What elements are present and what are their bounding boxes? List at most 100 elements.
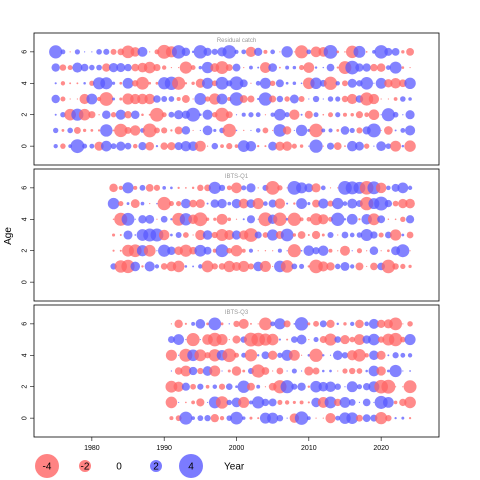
residual-bubble bbox=[312, 367, 320, 375]
residual-bubble bbox=[53, 127, 59, 134]
residual-bubble bbox=[409, 250, 411, 252]
residual-bubble bbox=[222, 45, 237, 59]
residual-bubble bbox=[142, 123, 157, 138]
residual-bubble bbox=[339, 245, 350, 256]
residual-bubble bbox=[336, 50, 340, 54]
residual-bubble bbox=[220, 322, 224, 326]
residual-bubble bbox=[384, 79, 393, 88]
residual-bubble bbox=[307, 322, 311, 326]
residual-bubble bbox=[162, 65, 167, 70]
residual-bubble bbox=[102, 63, 111, 72]
residual-bubble bbox=[122, 182, 134, 194]
residual-bubble bbox=[195, 319, 206, 329]
residual-bubble bbox=[355, 262, 364, 271]
residual-bubble bbox=[145, 184, 154, 192]
residual-bubble bbox=[67, 127, 73, 134]
x-tick-label: 2000 bbox=[229, 445, 245, 452]
residual-bubble bbox=[172, 260, 185, 273]
residual-bubble bbox=[118, 200, 124, 207]
residual-bubble bbox=[400, 128, 406, 133]
residual-bubble bbox=[310, 380, 322, 393]
residual-bubble bbox=[137, 46, 148, 57]
residual-bubble bbox=[313, 337, 319, 343]
residual-bubble bbox=[160, 215, 168, 223]
residual-bubble bbox=[203, 47, 212, 56]
residual-bubble bbox=[215, 107, 229, 122]
residual-bubble bbox=[174, 126, 183, 135]
panel-frame bbox=[33, 32, 440, 166]
y-tick-label: 0 bbox=[22, 280, 29, 284]
residual-bubble bbox=[291, 383, 298, 390]
residual-bubble bbox=[248, 248, 254, 253]
residual-bubble bbox=[133, 185, 138, 190]
residual-bubble bbox=[241, 416, 246, 420]
residual-bubble bbox=[259, 317, 272, 331]
residual-bubble bbox=[373, 145, 375, 147]
residual-bubble bbox=[346, 381, 358, 393]
residual-bubble bbox=[90, 129, 94, 132]
residual-bubble bbox=[334, 383, 341, 390]
residual-bubble bbox=[335, 81, 340, 86]
residual-bubble bbox=[179, 411, 193, 425]
residual-bubble bbox=[212, 384, 218, 389]
residual-bubble bbox=[356, 248, 363, 254]
residual-bubble bbox=[134, 234, 137, 236]
residual-bubble bbox=[60, 81, 66, 86]
residual-bubble bbox=[227, 217, 232, 222]
residual-bubble bbox=[337, 187, 339, 189]
residual-bubble bbox=[364, 353, 369, 358]
residual-bubble bbox=[300, 249, 303, 252]
residual-bubble bbox=[149, 202, 151, 205]
residual-bubble bbox=[216, 213, 228, 225]
residual-bubble bbox=[158, 229, 170, 241]
residual-bubble bbox=[110, 48, 117, 55]
residual-bubble bbox=[318, 381, 329, 392]
residual-bubble bbox=[300, 113, 303, 116]
residual-bubble bbox=[247, 263, 254, 270]
residual-bubble bbox=[328, 128, 333, 133]
residual-bubble bbox=[403, 380, 417, 394]
residual-bubble bbox=[130, 47, 140, 57]
residual-bubble bbox=[168, 201, 174, 207]
residual-bubble bbox=[312, 95, 320, 103]
residual-bubble bbox=[213, 217, 217, 221]
residual-bubble bbox=[368, 109, 380, 121]
residual-bubble bbox=[321, 128, 326, 133]
residual-bubble bbox=[227, 201, 232, 206]
residual-bubble bbox=[322, 66, 325, 69]
residual-bubble bbox=[381, 108, 395, 122]
residual-bubble bbox=[167, 336, 175, 343]
residual-bubble bbox=[178, 401, 180, 404]
residual-bubble bbox=[249, 65, 253, 70]
residual-bubble bbox=[405, 125, 416, 136]
residual-bubble bbox=[124, 142, 132, 150]
residual-bubble bbox=[368, 93, 380, 105]
residual-bubble bbox=[272, 265, 274, 268]
panel-title: Residual catch bbox=[217, 38, 256, 44]
residual-bubble bbox=[119, 234, 122, 236]
residual-bubble bbox=[380, 98, 382, 100]
residual-bubble bbox=[54, 82, 57, 85]
residual-bubble bbox=[407, 321, 413, 327]
residual-bubble bbox=[350, 112, 354, 117]
residual-bubble bbox=[366, 123, 381, 138]
residual-bubble bbox=[304, 366, 314, 376]
residual-bubble bbox=[409, 66, 411, 69]
residual-bubble bbox=[272, 129, 274, 132]
residual-bubble bbox=[235, 114, 238, 116]
residual-bubble bbox=[119, 97, 123, 101]
residual-bubble bbox=[202, 125, 213, 136]
residual-bubble bbox=[148, 81, 152, 85]
residual-bubble bbox=[393, 400, 398, 405]
legend-bubble bbox=[179, 454, 203, 478]
residual-bubble bbox=[408, 417, 412, 420]
legend-bubble bbox=[35, 454, 59, 478]
residual-bubble bbox=[327, 231, 334, 239]
residual-bubble bbox=[257, 218, 259, 220]
residual-bubble bbox=[238, 198, 249, 209]
residual-bubble bbox=[226, 399, 232, 406]
residual-bubble bbox=[137, 93, 148, 105]
residual-bubble bbox=[70, 139, 85, 154]
residual-bubble bbox=[206, 401, 209, 404]
residual-bubble bbox=[161, 127, 168, 134]
